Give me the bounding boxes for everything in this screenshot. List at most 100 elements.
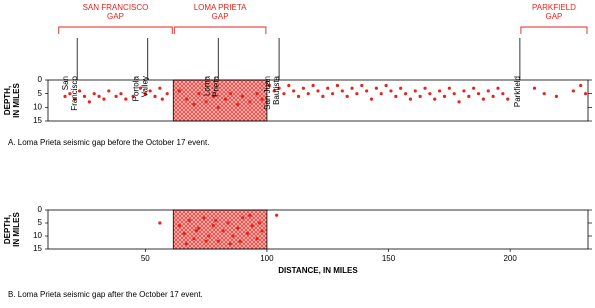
earthquake-point [472,86,476,90]
earthquake-point [182,231,186,235]
shaded-region [172,209,268,250]
earthquake-point [158,221,162,225]
earthquake-point [165,92,169,96]
earthquake-point [399,86,403,90]
y-tick-label: 10 [33,231,42,240]
earthquake-point [82,94,87,98]
gap-label: SAN FRANCISCO GAP [83,3,149,21]
earthquake-point [579,83,583,88]
earthquake-point [211,94,216,98]
earthquake-point [248,100,252,104]
place-label: San JuanBautista [263,75,281,109]
earthquake-point [340,89,344,93]
earthquake-point [143,92,147,96]
earthquake-point [355,92,359,96]
earthquake-point [102,97,106,101]
y-tick-label: 0 [38,205,43,214]
gap-bracket [58,26,173,34]
earthquake-point [258,221,262,225]
earthquake-point [63,94,67,98]
gap-label-line: PARKFIELD [532,3,576,12]
y-tick-label: 15 [33,116,42,125]
earthquake-point [255,237,259,241]
y-axis-label-line: IN MILES [12,83,21,118]
earthquake-point [185,242,189,246]
earthquake-point [138,86,143,90]
earthquake-point [228,92,233,96]
earthquake-point [153,94,157,98]
earthquake-point [428,92,432,96]
x-tick-label: 50 [141,254,150,263]
earthquake-point [275,213,279,217]
gap-label: PARKFIELD GAP [532,3,576,21]
earthquake-point [442,94,447,98]
gap-label-line: SAN FRANCISCO [83,3,149,12]
earthquake-point [73,97,77,101]
earthquake-point [374,86,378,90]
earthquake-point [97,94,101,98]
y-axis-label: DEPTH,IN MILES [3,212,21,247]
earthquake-point [481,97,486,101]
earthquake-point [240,216,245,220]
y-axis-label: DEPTH,IN MILES [3,83,21,118]
earthquake-point [369,97,374,101]
y-axis-label-line: IN MILES [12,212,21,247]
place-label-line: Loma [202,75,211,96]
earthquake-point [583,92,588,96]
earthquake-point [231,234,235,238]
earthquake-point [476,92,481,96]
y-tick-label: 5 [38,89,43,98]
earthquake-point [240,94,245,98]
earthquake-point [248,213,252,217]
earthquake-point [250,224,254,228]
earthquake-point [403,92,408,96]
earthquake-point [260,229,264,233]
earthquake-point [221,229,225,233]
earthquake-point [321,94,325,98]
earthquake-point [447,86,451,90]
earthquake-point [335,83,340,88]
y-axis-label-line: DEPTH, [3,215,12,244]
earthquake-point [486,89,490,93]
earthquake-point [204,239,208,243]
earthquake-point [87,100,91,104]
earthquake-point [389,89,393,93]
earthquake-point [148,89,152,93]
earthquake-point [194,229,198,233]
place-label-line: Prieta [211,75,220,96]
earthquake-point [114,94,118,98]
earthquake-point [433,97,437,101]
caption: A. Loma Prieta seismic gap before the Oc… [8,138,209,147]
gap-label-line: LOMA PRIETA [194,3,247,12]
earthquake-point [202,216,206,220]
earthquake-point [238,239,242,243]
earthquake-point [296,94,301,98]
earthquake-point [107,89,111,93]
earthquake-point [177,89,181,93]
x-tick-label: 200 [503,254,517,263]
place-label: Parkfield [513,76,522,107]
earthquake-point [272,89,276,93]
earthquake-point [255,92,259,96]
earthquake-point [330,92,335,96]
gap-label-line: GAP [545,12,562,21]
place-label-line: Valley [141,76,150,97]
earthquake-point [350,86,354,90]
earthquake-point [267,83,271,88]
earthquake-point [326,86,330,90]
earthquake-point [226,221,230,225]
earthquake-point [177,224,181,228]
y-axis-label-line: DEPTH, [3,86,12,115]
earthquake-point [211,224,216,228]
y-tick-label: 15 [33,244,42,253]
earthquake-point [216,239,220,243]
earthquake-point [119,92,123,96]
earthquake-point [394,94,398,98]
caption: B. Loma Prieta seismic gap after the Oct… [8,290,203,299]
earthquake-point [423,86,427,90]
earthquake-point [554,94,558,98]
earthquake-point [408,97,413,101]
earthquake-point [197,92,201,96]
y-tick-label: 0 [38,75,43,84]
